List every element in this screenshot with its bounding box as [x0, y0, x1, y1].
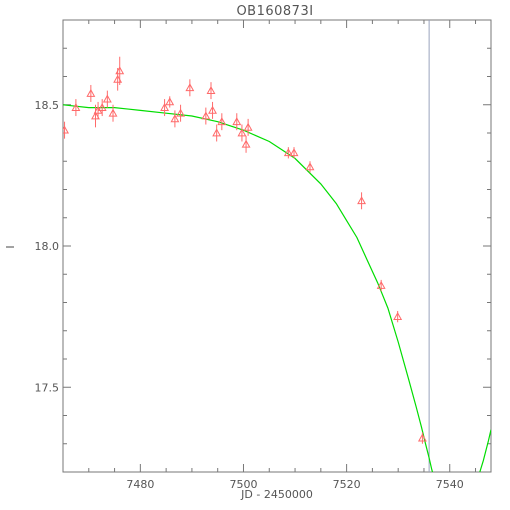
triangle-marker	[170, 114, 180, 123]
x-axis-ticks: 7480 7500 7520 7540	[62, 20, 477, 491]
x-axis-label: JD - 2450000	[240, 488, 313, 501]
triangle-marker	[217, 117, 227, 126]
data-point	[63, 121, 69, 139]
y-axis-ticks: 17.5 18.0 18.5	[35, 19, 491, 473]
triangle-marker	[176, 108, 186, 117]
triangle-marker	[160, 102, 170, 111]
data-point	[232, 113, 242, 131]
triangle-marker	[208, 105, 217, 114]
data-point	[243, 118, 253, 136]
plot-area: 7480 7500 7520 7540 17.5 18.0 18.5	[35, 19, 492, 491]
data-point	[305, 161, 315, 173]
data-point	[289, 147, 299, 159]
chart-title: OB160873I	[236, 4, 313, 19]
triangle-marker	[283, 148, 293, 157]
y-tick-label: 18.5	[35, 99, 60, 112]
triangle-marker	[97, 102, 107, 111]
triangle-marker	[393, 311, 403, 321]
data-point	[241, 135, 251, 153]
data-point	[160, 99, 170, 117]
triangle-marker	[115, 66, 125, 75]
triangle-marker	[63, 125, 69, 134]
data-point	[86, 84, 96, 102]
triangle-marker	[102, 94, 112, 103]
data-point	[176, 104, 186, 122]
triangle-marker	[108, 108, 118, 117]
triangle-marker	[201, 111, 211, 120]
plot-content	[63, 20, 491, 472]
data-point	[237, 124, 247, 142]
triangle-marker	[289, 148, 299, 157]
data-point	[417, 432, 427, 444]
triangle-marker	[206, 85, 216, 95]
data-point	[71, 99, 81, 117]
data-point	[283, 147, 293, 159]
triangle-marker	[185, 83, 195, 92]
triangle-marker	[86, 88, 96, 97]
data-point	[165, 96, 175, 108]
triangle-marker	[71, 102, 81, 111]
triangle-marker	[243, 122, 253, 131]
data-point	[217, 113, 227, 131]
x-tick-label: 7480	[126, 478, 154, 491]
data-point	[201, 107, 211, 125]
triangle-marker	[91, 111, 100, 120]
data-point	[206, 82, 216, 100]
model-curve	[63, 104, 434, 472]
triangle-marker	[376, 280, 386, 289]
plot-frame	[62, 19, 492, 473]
y-tick-label: 17.5	[35, 381, 60, 394]
triangle-marker	[417, 433, 427, 442]
triangle-marker	[165, 97, 175, 106]
triangle-marker	[241, 139, 251, 148]
data-point	[393, 310, 403, 323]
triangle-marker	[237, 128, 247, 137]
data-point	[115, 56, 125, 85]
data-point	[357, 192, 367, 210]
data-point	[108, 104, 118, 122]
model-curve	[479, 429, 491, 472]
data-point	[97, 99, 107, 117]
triangle-marker	[212, 128, 222, 137]
data-point	[91, 104, 100, 128]
data-point	[212, 124, 222, 142]
data-point	[102, 90, 112, 108]
data-point	[185, 79, 195, 97]
x-tick-label: 7520	[333, 478, 361, 491]
triangle-marker	[232, 117, 242, 126]
x-tick-label: 7540	[436, 478, 464, 491]
data-point	[376, 279, 386, 292]
y-tick-label: 18.0	[35, 240, 60, 253]
y-axis-label: I	[4, 245, 17, 248]
x-tick-label: 7500	[229, 478, 257, 491]
data-point	[208, 101, 217, 119]
data-point	[170, 110, 180, 128]
triangle-marker	[305, 162, 315, 171]
triangle-marker	[357, 196, 367, 205]
